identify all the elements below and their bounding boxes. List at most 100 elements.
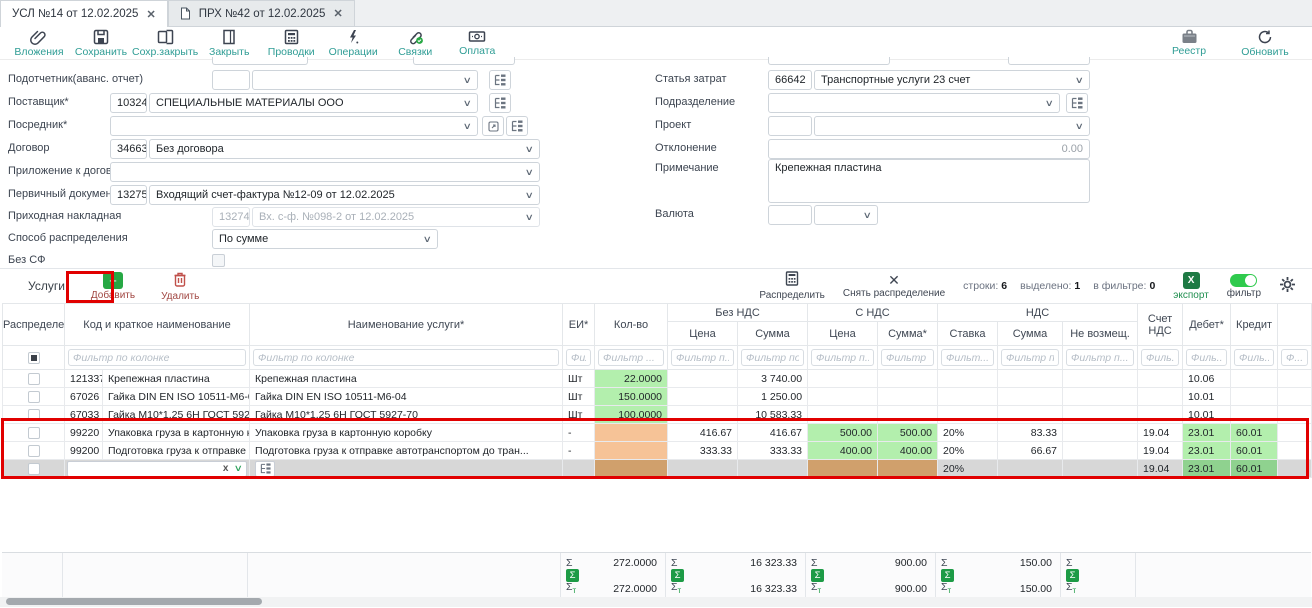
cell-nonrec[interactable] bbox=[1062, 423, 1139, 442]
table-row[interactable]: 99200 Подготовка груза к отправке автотр… bbox=[2, 441, 1312, 460]
table-row[interactable]: 67026 Гайка DIN EN ISO 10511-М6-04 Гайка… bbox=[2, 387, 1312, 406]
cell-rate[interactable] bbox=[937, 369, 999, 388]
filter-cell[interactable] bbox=[1062, 345, 1139, 370]
filter-toggle[interactable]: фильтр bbox=[1227, 273, 1261, 299]
cell-credit[interactable]: 60.01 bbox=[1230, 441, 1279, 460]
filter-cell[interactable] bbox=[249, 345, 564, 370]
column-header-price-no-vat[interactable]: Цена bbox=[667, 321, 739, 346]
cell-short-name[interactable]: Гайка М10*1,25 6Н ГОСТ 5927-70 bbox=[102, 405, 251, 424]
cell-rate[interactable]: 20% bbox=[937, 459, 999, 478]
cell-sum-with-vat[interactable]: 400.00 bbox=[877, 441, 939, 460]
cell-unit[interactable]: Шт bbox=[562, 369, 596, 388]
cell-unit[interactable]: Шт bbox=[562, 387, 596, 406]
chevron-down-icon[interactable]: ∨ bbox=[1075, 120, 1085, 131]
filter-input-name[interactable] bbox=[253, 349, 560, 366]
chevron-down-icon[interactable]: ∨ bbox=[463, 120, 473, 131]
cell-debit[interactable]: 10.01 bbox=[1182, 387, 1232, 406]
column-header-credit[interactable]: Кредит bbox=[1230, 303, 1279, 346]
row-checkbox[interactable] bbox=[27, 390, 40, 403]
cell-nonrec[interactable] bbox=[1062, 369, 1139, 388]
column-header-vat-account[interactable]: Счет НДС bbox=[1137, 303, 1184, 346]
cell-code[interactable]: 99220 bbox=[64, 423, 103, 442]
cell-debit[interactable]: 23.01 bbox=[1182, 459, 1232, 478]
row-checkbox[interactable] bbox=[27, 462, 40, 475]
cell-select[interactable] bbox=[2, 441, 65, 460]
table-row[interactable]: 121337 Крепежная пластина Крепежная плас… bbox=[2, 369, 1312, 388]
sum-badge-icon[interactable]: Σ bbox=[811, 569, 824, 582]
cell-qty[interactable] bbox=[594, 441, 669, 460]
cell-price-with-vat[interactable] bbox=[807, 387, 879, 406]
cell-sum-with-vat[interactable] bbox=[877, 369, 939, 388]
close-button[interactable]: Закрыть bbox=[198, 28, 260, 59]
row-checkbox[interactable] bbox=[27, 444, 40, 457]
filter-input-price1[interactable] bbox=[671, 349, 735, 366]
cell-price-no-vat[interactable]: 416.67 bbox=[667, 423, 739, 442]
filter-input-unit[interactable] bbox=[566, 349, 592, 366]
delete-row-button[interactable]: Удалить bbox=[161, 271, 199, 302]
supplier-tree-button[interactable] bbox=[489, 93, 511, 113]
clear-icon[interactable]: x bbox=[222, 463, 229, 474]
cell-debit[interactable]: 10.01 bbox=[1182, 405, 1232, 424]
cell-unit[interactable] bbox=[562, 459, 596, 478]
chevron-down-icon[interactable]: ∨ bbox=[423, 233, 433, 244]
cell-code[interactable]: 99200 bbox=[64, 441, 103, 460]
filter-input-nonrec[interactable] bbox=[1066, 349, 1135, 366]
cell-vat-account[interactable] bbox=[1137, 369, 1184, 388]
row-combo-editor[interactable]: x ∨ bbox=[67, 460, 248, 477]
primary-document-field[interactable]: Входящий счет-фактура №12-09 от 12.02.20… bbox=[149, 185, 540, 205]
filter-cell[interactable] bbox=[997, 345, 1064, 370]
cell-credit[interactable] bbox=[1230, 387, 1279, 406]
no-sf-checkbox[interactable] bbox=[212, 254, 225, 267]
operations-button[interactable]: Операции bbox=[322, 28, 384, 59]
cell-vat-account[interactable] bbox=[1137, 405, 1184, 424]
filter-input-sum1[interactable] bbox=[741, 349, 805, 366]
supplier-code-field[interactable]: 103241 bbox=[110, 93, 147, 113]
cell-code[interactable]: 67033 bbox=[64, 405, 103, 424]
filter-input-qty[interactable] bbox=[598, 349, 665, 366]
cell-extra[interactable] bbox=[1277, 369, 1312, 388]
export-button[interactable]: X экспорт bbox=[1173, 271, 1209, 301]
horizontal-scrollbar-track[interactable] bbox=[0, 597, 1312, 607]
cell-price-no-vat[interactable] bbox=[667, 405, 739, 424]
cell-vat-sum[interactable] bbox=[997, 387, 1064, 406]
supplier-field[interactable]: СПЕЦИАЛЬНЫЕ МАТЕРИАЛЫ ООО ∨ bbox=[149, 93, 478, 113]
cost-item-field[interactable]: Транспортные услуги 23 счет ∨ bbox=[814, 70, 1090, 90]
cell-rate[interactable] bbox=[937, 405, 999, 424]
cell-credit[interactable] bbox=[1230, 369, 1279, 388]
cell-select[interactable] bbox=[2, 423, 65, 442]
cell-price-no-vat[interactable] bbox=[667, 369, 739, 388]
row-checkbox[interactable] bbox=[27, 372, 40, 385]
cell-sum-no-vat[interactable]: 416.67 bbox=[737, 423, 809, 442]
distribution-method-select[interactable]: По сумме ∨ bbox=[212, 229, 438, 249]
select-all-cell[interactable] bbox=[2, 345, 65, 370]
sum-badge-icon[interactable]: Σ bbox=[1066, 569, 1079, 582]
filter-input-credit[interactable] bbox=[1234, 349, 1275, 366]
cell-short-name[interactable]: Гайка DIN EN ISO 10511-М6-04 bbox=[102, 387, 251, 406]
select-all-checkbox[interactable] bbox=[27, 351, 40, 364]
cell-service-name[interactable] bbox=[249, 459, 564, 478]
cell-debit[interactable]: 23.01 bbox=[1182, 441, 1232, 460]
cell-extra[interactable] bbox=[1277, 405, 1312, 424]
department-tree-button[interactable] bbox=[1066, 93, 1088, 113]
cell-debit[interactable]: 10.06 bbox=[1182, 369, 1232, 388]
column-header-price-with-vat[interactable]: Цена bbox=[807, 321, 879, 346]
cell-price-no-vat[interactable]: 333.33 bbox=[667, 441, 739, 460]
cell-nonrec[interactable] bbox=[1062, 405, 1139, 424]
row-checkbox[interactable] bbox=[27, 426, 40, 439]
cell-nonrec[interactable] bbox=[1062, 459, 1139, 478]
cell-code-editor[interactable]: x ∨ bbox=[64, 459, 251, 478]
project-field[interactable]: ∨ bbox=[814, 116, 1090, 136]
filter-cell[interactable] bbox=[877, 345, 939, 370]
cell-sum-with-vat[interactable] bbox=[877, 387, 939, 406]
column-header-sum-with-vat[interactable]: Сумма* bbox=[877, 321, 939, 346]
column-header-service-name[interactable]: Наименование услуги* bbox=[249, 303, 564, 346]
cell-rate[interactable] bbox=[937, 387, 999, 406]
cell-vat-sum[interactable] bbox=[997, 369, 1064, 388]
primary-document-code-field[interactable]: 132754 bbox=[110, 185, 147, 205]
filter-input-rate[interactable] bbox=[941, 349, 995, 366]
column-header-qty[interactable]: Кол-во bbox=[594, 303, 669, 346]
cell-short-name[interactable]: Подготовка груза к отправке автотранспо.… bbox=[102, 441, 251, 460]
accountable-code-field[interactable] bbox=[212, 70, 250, 90]
cell-sum-with-vat[interactable] bbox=[877, 459, 939, 478]
filter-cell[interactable] bbox=[807, 345, 879, 370]
